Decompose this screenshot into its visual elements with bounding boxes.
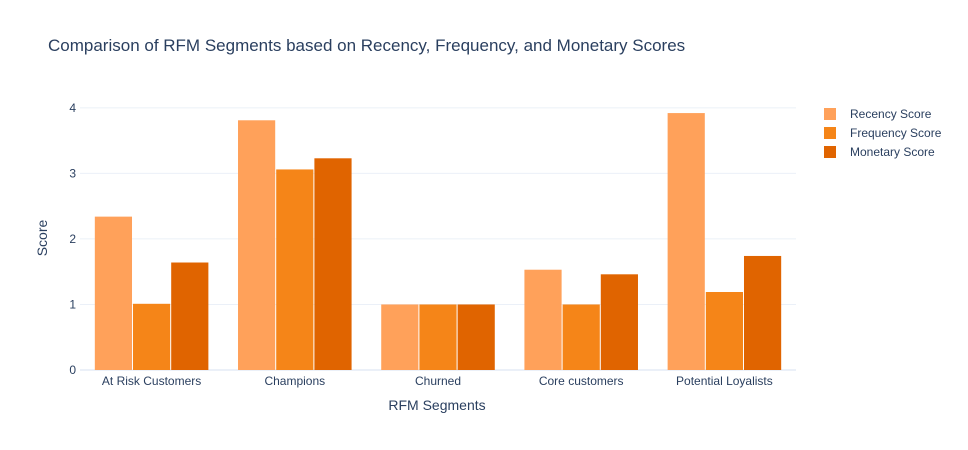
bar — [743, 255, 782, 370]
y-tick-label: 2 — [69, 232, 76, 246]
x-tick-label: At Risk Customers — [102, 374, 201, 388]
legend-swatch — [824, 146, 836, 158]
bar — [238, 120, 276, 371]
bar — [600, 274, 638, 370]
x-axis-title: RFM Segments — [388, 397, 485, 413]
x-tick-labels: At Risk Customers Champions Churned Core cu… — [102, 374, 773, 388]
legend-label: Recency Score — [850, 107, 932, 121]
bars — [94, 113, 782, 371]
legend-swatch — [824, 108, 836, 120]
bar — [562, 304, 600, 370]
legend-label: Frequency Score — [850, 126, 942, 140]
legend-label: Monetary Score — [850, 145, 935, 159]
x-tick-label: Core customers — [539, 374, 624, 388]
x-tick-label: Champions — [264, 374, 325, 388]
x-tick-label: Churned — [415, 374, 461, 388]
legend-item[interactable]: Frequency Score — [824, 126, 942, 140]
bar — [524, 269, 562, 370]
y-tick-label: 0 — [69, 363, 76, 377]
legend[interactable]: Recency Score Frequency Score Monetary Sco… — [824, 107, 942, 159]
legend-swatch — [824, 127, 836, 139]
legend-item[interactable]: Recency Score — [824, 107, 932, 121]
bar — [705, 292, 743, 370]
bar — [314, 158, 352, 370]
y-axis-title: Score — [34, 220, 50, 257]
bar — [94, 216, 133, 370]
bar — [667, 113, 705, 370]
y-tick-label: 4 — [69, 101, 76, 115]
chart-title: Comparison of RFM Segments based on Rece… — [48, 36, 685, 55]
bar — [457, 304, 495, 370]
y-tick-label: 3 — [69, 166, 76, 180]
y-tick-labels: 0 1 2 3 4 — [69, 101, 76, 377]
bar — [419, 304, 457, 370]
y-tick-label: 1 — [69, 297, 76, 311]
bar — [381, 304, 419, 370]
x-tick-label: Potential Loyalists — [676, 374, 773, 388]
bar — [171, 262, 209, 370]
bar — [133, 303, 171, 370]
legend-item[interactable]: Monetary Score — [824, 145, 935, 159]
bar — [276, 169, 314, 370]
